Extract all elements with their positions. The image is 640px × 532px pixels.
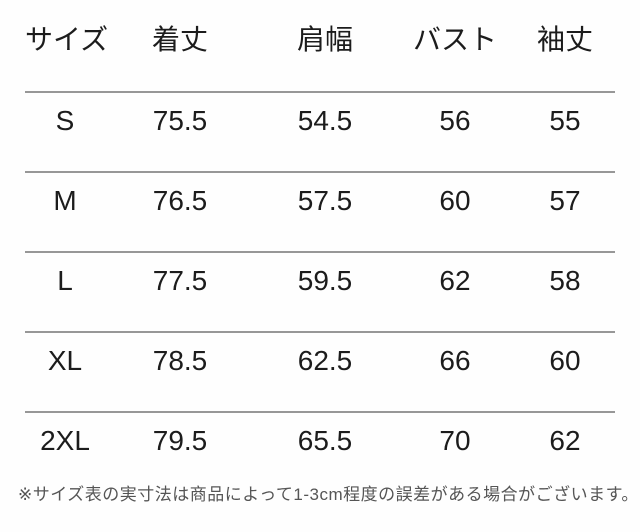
- measurement-cell: 59.5: [297, 265, 353, 296]
- measurement-cell: 58: [549, 265, 581, 296]
- measurement-cell: 65.5: [297, 425, 353, 456]
- table-row-l: L 77.5 59.5 62 58: [25, 252, 615, 332]
- table-row-s: S 75.5 54.5 56 55: [25, 92, 615, 172]
- measurement-cell: 75.5: [152, 105, 208, 136]
- column-header-shoulder-width: 肩幅: [296, 24, 353, 55]
- measurement-cell: 60: [549, 345, 581, 376]
- measurement-cell: 62: [549, 425, 581, 456]
- column-header-sleeve-length: 袖丈: [536, 24, 593, 55]
- measurement-cell: 56: [439, 105, 471, 136]
- size-label-cell: L: [57, 265, 73, 296]
- measurement-cell: 62: [439, 265, 471, 296]
- table-row-m: M 76.5 57.5 60 57: [25, 172, 615, 252]
- measurement-cell: 62.5: [297, 345, 353, 376]
- size-label-cell: M: [53, 185, 77, 216]
- measurement-cell: 60: [439, 185, 471, 216]
- measurement-cell: 54.5: [297, 105, 353, 136]
- size-chart-table: サイズ 着丈 肩幅 バスト 袖丈 S 75.5 54.5 56 55 M 76.…: [25, 0, 615, 491]
- column-header-size: サイズ: [25, 24, 109, 55]
- measurement-cell: 57: [549, 185, 581, 216]
- size-label-cell: S: [55, 105, 75, 136]
- measurement-cell: 79.5: [152, 425, 208, 456]
- column-header-body-length: 着丈: [151, 24, 208, 55]
- measurement-cell: 78.5: [152, 345, 208, 376]
- measurement-cell: 57.5: [297, 185, 353, 216]
- column-header-bust: バスト: [412, 24, 497, 55]
- table-row-2xl: 2XL 79.5 65.5 70 62: [25, 412, 615, 491]
- size-label-cell: 2XL: [40, 425, 90, 456]
- measurement-cell: 70: [439, 425, 471, 456]
- table-header-row: サイズ 着丈 肩幅 バスト 袖丈: [25, 0, 615, 92]
- measurement-cell: 66: [439, 345, 471, 376]
- measurement-cell: 76.5: [152, 185, 208, 216]
- table-row-xl: XL 78.5 62.5 66 60: [25, 332, 615, 412]
- measurement-cell: 77.5: [152, 265, 208, 296]
- measurement-cell: 55: [549, 105, 581, 136]
- size-tolerance-note: ※サイズ表の実寸法は商品によって1-3cm程度の誤差がある場合がございます。: [18, 485, 639, 504]
- size-label-cell: XL: [47, 345, 83, 376]
